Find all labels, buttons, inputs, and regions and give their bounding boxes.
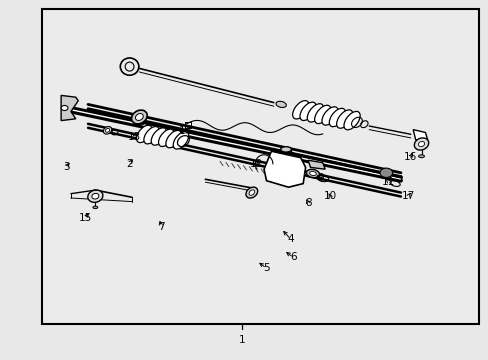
Ellipse shape <box>158 129 174 147</box>
Text: 11: 11 <box>381 177 395 187</box>
Text: 14: 14 <box>179 126 192 136</box>
Ellipse shape <box>309 171 316 176</box>
Ellipse shape <box>131 110 147 124</box>
Ellipse shape <box>92 193 99 199</box>
Ellipse shape <box>305 169 319 178</box>
Ellipse shape <box>248 190 254 195</box>
Text: 2: 2 <box>126 159 133 169</box>
Text: 13: 13 <box>127 132 141 142</box>
Ellipse shape <box>135 113 143 121</box>
Ellipse shape <box>280 147 291 152</box>
Ellipse shape <box>328 108 345 127</box>
Ellipse shape <box>165 130 181 148</box>
Ellipse shape <box>105 129 109 132</box>
Ellipse shape <box>93 206 98 209</box>
Text: 3: 3 <box>62 162 69 172</box>
Bar <box>41 9 478 324</box>
Text: 17: 17 <box>401 191 414 201</box>
Ellipse shape <box>413 138 428 150</box>
Text: 9: 9 <box>316 173 323 183</box>
Text: 15: 15 <box>79 213 92 223</box>
Ellipse shape <box>136 125 152 143</box>
Text: 10: 10 <box>323 191 336 201</box>
Ellipse shape <box>321 107 338 125</box>
Ellipse shape <box>343 111 360 130</box>
Ellipse shape <box>418 155 424 158</box>
Ellipse shape <box>418 141 424 147</box>
Ellipse shape <box>151 128 166 145</box>
Circle shape <box>379 168 392 177</box>
Text: 12: 12 <box>249 159 263 169</box>
Ellipse shape <box>292 100 308 119</box>
Text: 1: 1 <box>238 335 245 345</box>
Ellipse shape <box>143 126 159 144</box>
Text: 6: 6 <box>289 252 296 262</box>
Polygon shape <box>307 160 325 169</box>
Ellipse shape <box>173 132 188 149</box>
Polygon shape <box>412 130 427 140</box>
Text: 4: 4 <box>287 234 294 244</box>
Ellipse shape <box>299 102 316 121</box>
Polygon shape <box>61 95 78 121</box>
Ellipse shape <box>245 187 257 198</box>
Text: 5: 5 <box>263 263 269 273</box>
Polygon shape <box>264 151 305 187</box>
Ellipse shape <box>103 126 112 134</box>
Ellipse shape <box>275 101 286 108</box>
Text: 7: 7 <box>158 222 164 232</box>
Ellipse shape <box>314 105 330 123</box>
Text: 16: 16 <box>403 152 417 162</box>
Ellipse shape <box>336 110 352 128</box>
Circle shape <box>61 105 68 111</box>
Text: 8: 8 <box>304 198 311 208</box>
Ellipse shape <box>306 104 323 122</box>
Ellipse shape <box>88 190 102 202</box>
